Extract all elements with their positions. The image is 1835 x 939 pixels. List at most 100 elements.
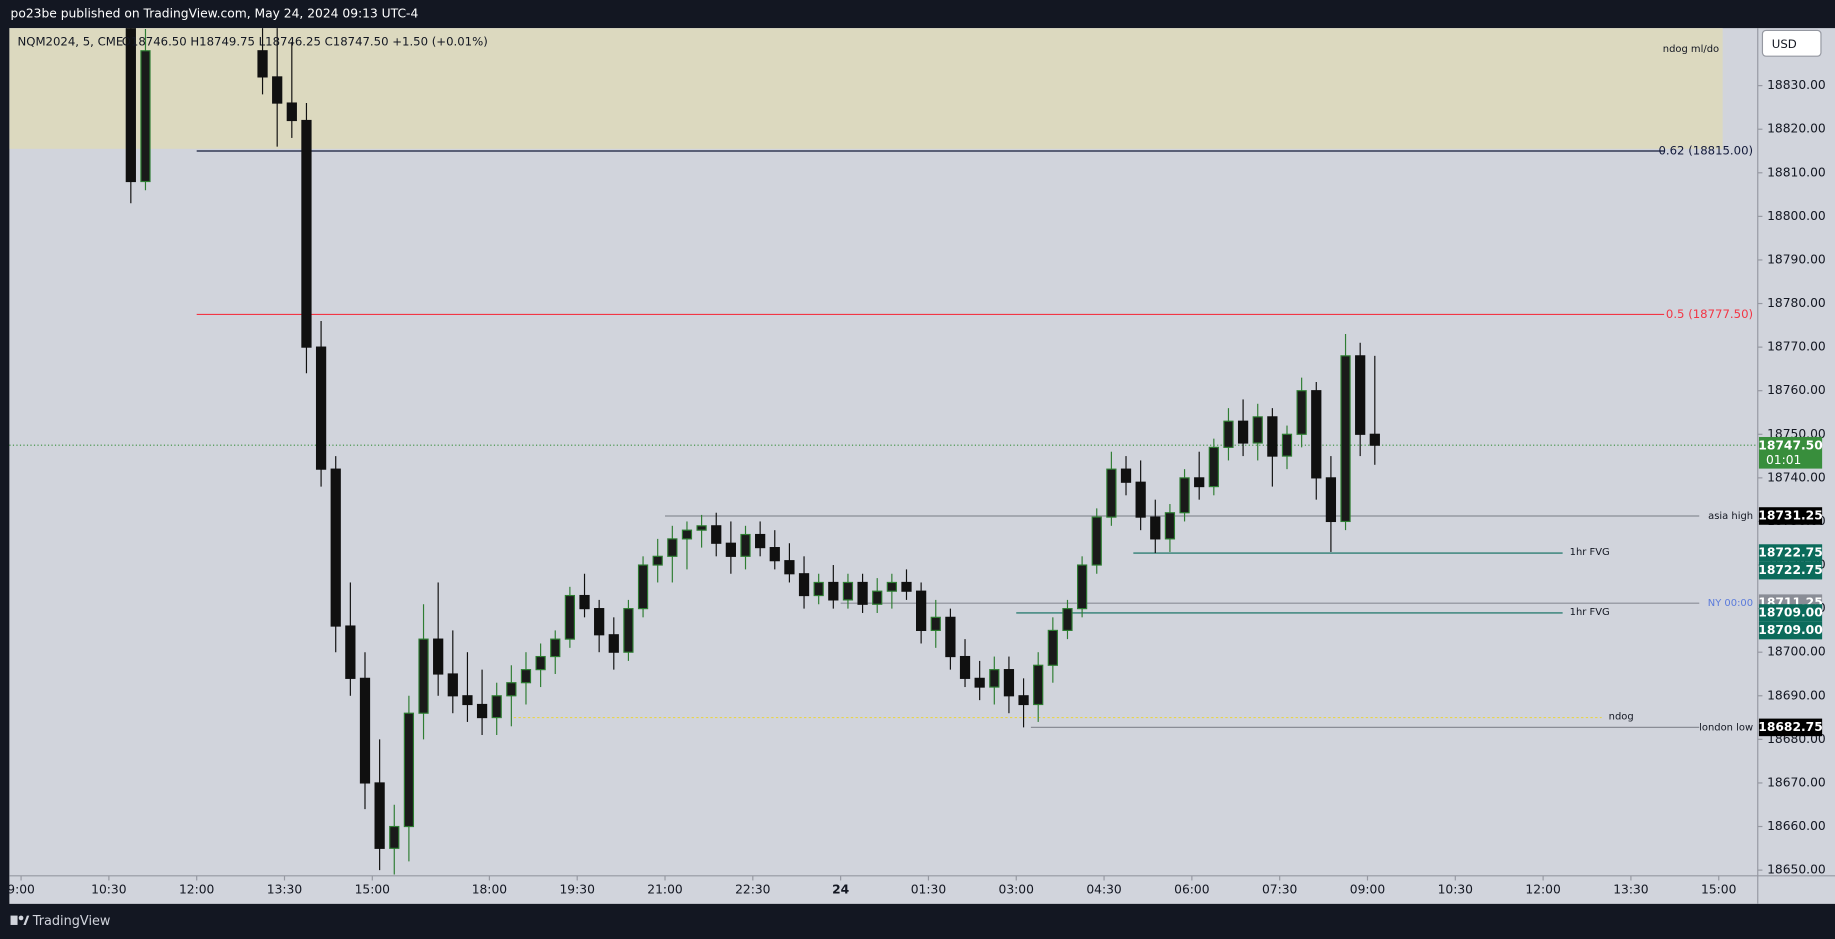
candle-body: [1033, 664, 1044, 706]
footer-logo: [10, 915, 30, 925]
level-label: 1hr FVG: [1570, 607, 1610, 618]
candle-body: [1062, 608, 1073, 631]
candle-body: [755, 533, 766, 549]
y-tick-label: 18740.00: [1767, 470, 1826, 484]
currency[interactable]: USD: [1772, 37, 1797, 51]
candle-body: [1311, 390, 1322, 479]
candle-body: [667, 538, 678, 557]
level-label: NY 00:00: [1708, 598, 1753, 609]
y-tick-label: 18820.00: [1767, 122, 1826, 136]
price-badge-label: 18709.00: [1758, 605, 1822, 619]
price-badge-label: 18709.00: [1758, 623, 1822, 637]
y-tick-label: 18800.00: [1767, 209, 1826, 223]
candle-body: [1267, 416, 1278, 457]
candle-body: [1369, 433, 1380, 446]
candle-body: [1252, 416, 1263, 444]
price-badge: [1758, 544, 1823, 562]
x-tick-label: 01:30: [911, 882, 946, 896]
candle-body: [637, 564, 649, 610]
candle-body: [769, 547, 780, 562]
candle-body: [374, 782, 385, 849]
candle-body: [886, 581, 897, 592]
candle-body: [725, 542, 736, 557]
y-tick-label: 18810.00: [1767, 165, 1826, 179]
candle-body: [1281, 433, 1293, 457]
zone: [9, 28, 1723, 149]
candle-body: [403, 712, 415, 828]
x-tick-label: 18:00: [472, 882, 507, 896]
candle-body: [740, 533, 751, 557]
candle-body: [330, 468, 341, 627]
x-tick-label: 12:00: [1525, 882, 1560, 896]
currency-button[interactable]: [1761, 29, 1822, 57]
main-layer: 18650.0018660.0018670.0018680.0018690.00…: [7, 78, 1825, 896]
y-tick-label: 18700.00: [1767, 645, 1826, 659]
candle-body: [1150, 516, 1161, 540]
candle-body: [696, 525, 707, 531]
candle-body: [272, 76, 283, 104]
candle-body: [916, 590, 927, 631]
price-badge: [1758, 507, 1823, 525]
candle-body: [959, 655, 971, 679]
candle-body: [1076, 564, 1088, 610]
price-badge: [1758, 561, 1823, 580]
x-tick-label: 22:30: [735, 882, 770, 896]
x-tick-label: 15:00: [1701, 882, 1736, 896]
price-badges: 18731.2518722.7518722.7518711.2518709.00…: [1758, 436, 1823, 737]
candle-body: [784, 560, 795, 575]
plot-area: [9, 28, 1835, 904]
candle-body: [857, 581, 868, 605]
level-label: ndog: [1609, 711, 1634, 722]
candle-body: [594, 608, 605, 636]
candle-body: [1018, 695, 1029, 706]
candle-body: [989, 669, 1000, 688]
candle-body: [930, 616, 941, 631]
y-tick-label: 18790.00: [1767, 252, 1826, 266]
candle-body: [520, 669, 532, 684]
price-badge: [1758, 604, 1823, 622]
x-tick-label: 09:00: [1350, 882, 1385, 896]
x-tick-label: 10:30: [91, 882, 126, 896]
candle-body: [1194, 477, 1205, 488]
candle-body: [652, 555, 663, 566]
candle-body: [828, 581, 839, 601]
candle-body: [433, 638, 444, 675]
candle-body: [286, 102, 297, 122]
candle-body: [1208, 446, 1219, 488]
price-badge: [1758, 718, 1823, 737]
candle-body: [447, 673, 458, 697]
candle-body: [1325, 477, 1337, 523]
candle-body: [564, 594, 576, 640]
x-tick-label: 24: [832, 882, 849, 896]
candle-body: [418, 638, 429, 714]
y-tick-label: 18670.00: [1767, 775, 1826, 789]
zone-label: ndog ml/do: [1663, 44, 1719, 55]
y-tick-label: 18780.00: [1767, 296, 1826, 310]
candle-body: [359, 677, 371, 784]
candle-body: [608, 634, 619, 653]
candle-body: [315, 346, 327, 470]
symbol: NQM2024, 5, CME: [18, 35, 124, 49]
y-tick-label: 18690.00: [1767, 688, 1826, 702]
x-tick-label: 19:30: [560, 882, 595, 896]
level-label: 0.5 (18777.50): [1666, 307, 1753, 321]
candle-body: [1003, 669, 1015, 697]
candle-body: [623, 608, 634, 653]
candle-body: [1223, 420, 1234, 448]
candle-body: [550, 638, 561, 658]
level-label: london low: [1699, 722, 1753, 733]
candle-body: [140, 50, 151, 183]
x-tick-label: 13:30: [267, 882, 302, 896]
candle-body: [681, 529, 693, 540]
publish-header: po23be published on TradingView.com, May…: [11, 7, 419, 21]
candle-body: [842, 581, 854, 601]
price-badge: [1758, 621, 1823, 640]
candle-body: [901, 581, 912, 592]
x-tick-label: 21:00: [647, 882, 682, 896]
candle-body: [506, 682, 517, 697]
y-tick-label: 18770.00: [1767, 340, 1826, 354]
candle-body: [1164, 512, 1176, 540]
candle-body: [491, 695, 502, 719]
last-price-label: 18747.50: [1758, 438, 1822, 452]
